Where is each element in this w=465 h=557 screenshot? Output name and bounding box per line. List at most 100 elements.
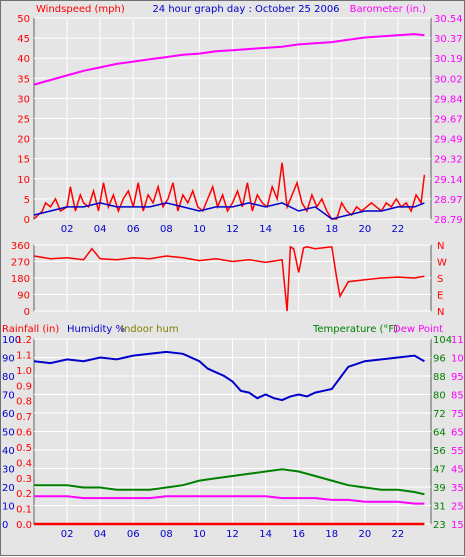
temperature-tick-label: 72 xyxy=(433,409,446,420)
indoor-hum-label: Indoor hum xyxy=(121,324,179,335)
windspeed-tick-label: 45 xyxy=(17,34,30,45)
dewpoint-tick-label: 15 xyxy=(451,520,464,531)
direction-degree-label: 360 xyxy=(11,241,30,252)
x-tick-label-bottom: 18 xyxy=(325,529,338,540)
barometer-tick-label: 29.32 xyxy=(434,155,463,166)
barometer-tick-label: 29.49 xyxy=(434,135,463,146)
x-tick-label-bottom: 06 xyxy=(127,529,140,540)
temperature-tick-label: 56 xyxy=(433,446,446,457)
barometer-tick-label: 30.54 xyxy=(434,14,463,25)
windspeed-tick-label: 50 xyxy=(17,14,30,25)
humidity-tick-label: 60 xyxy=(2,409,15,420)
humidity-tick-label: 70 xyxy=(2,391,15,402)
x-tick-label-bottom: 14 xyxy=(259,529,272,540)
compass-label: N xyxy=(437,241,444,252)
barometer-tick-label: 28.79 xyxy=(434,215,463,226)
humidity-tick-label: 0 xyxy=(2,520,8,531)
rainfall-tick-label: 1.1 xyxy=(16,350,32,361)
temperature-line xyxy=(34,468,425,496)
temperature-tick-label: 80 xyxy=(433,391,446,402)
compass-label: N xyxy=(437,307,444,318)
windspeed-axis-label: Windspeed (mph) xyxy=(36,4,125,15)
rainfall-tick-label: 0.4 xyxy=(16,458,32,469)
x-tick-label-top: 08 xyxy=(160,224,173,235)
direction-degree-label: 90 xyxy=(17,291,30,302)
x-tick-label-top: 18 xyxy=(325,224,338,235)
dewpoint-line xyxy=(34,495,425,505)
windspeed-tick-label: 10 xyxy=(17,175,30,186)
tick-labels: 02 02 04 04 06 06 08 08 10 10 12 12 14 14 16 16 18 18 20 20… xyxy=(2,14,465,540)
x-tick-label-bottom: 12 xyxy=(226,529,239,540)
windspeed-tick-label: 5 xyxy=(24,195,30,206)
dewpoint-axis-label: Dew Point xyxy=(393,324,443,335)
rainfall-tick-label: 0.1 xyxy=(16,505,32,516)
humidity-tick-label: 100 xyxy=(2,335,21,346)
barometer-tick-label: 30.37 xyxy=(434,34,463,45)
humidity-tick-label: 50 xyxy=(2,428,15,439)
temperature-tick-label: 31 xyxy=(433,502,446,513)
barometer-tick-label: 29.14 xyxy=(434,175,463,186)
barometer-tick-label: 29.84 xyxy=(434,94,463,105)
dewpoint-tick-label: 25 xyxy=(451,502,464,513)
compass-label: E xyxy=(437,291,443,302)
humidity-line xyxy=(33,350,425,402)
humidity-axis-label: Humidity % xyxy=(67,324,125,335)
dewpoint-tick-label: 65 xyxy=(451,428,464,439)
temperature-tick-label: 39 xyxy=(433,483,446,494)
x-tick-label-top: 06 xyxy=(127,224,140,235)
rainfall-tick-label: 0.8 xyxy=(16,397,32,408)
temperature-tick-label: 47 xyxy=(433,465,446,476)
rainfall-tick-label: 0.7 xyxy=(16,412,32,423)
rainfall-tick-label: 0.2 xyxy=(16,489,32,500)
humidity-tick-label: 90 xyxy=(2,354,15,365)
temperature-tick-label: 96 xyxy=(433,354,446,365)
rainfall-tick-label: 1.2 xyxy=(16,335,32,346)
dewpoint-tick-label: 35 xyxy=(451,483,464,494)
temperature-tick-label: 104 xyxy=(433,335,452,346)
x-tick-label-bottom: 16 xyxy=(292,529,305,540)
dewpoint-tick-label: 85 xyxy=(451,391,464,402)
humidity-tick-label: 20 xyxy=(2,483,15,494)
dewpoint-tick-label: 95 xyxy=(451,372,464,383)
x-tick-label-top: 12 xyxy=(226,224,239,235)
x-tick-label-top: 10 xyxy=(193,224,206,235)
x-tick-label-bottom: 10 xyxy=(193,529,206,540)
barometer-axis-label: Barometer (in.) xyxy=(350,4,426,15)
barometer-tick-label: 30.02 xyxy=(434,74,463,85)
humidity-tick-label: 30 xyxy=(2,465,15,476)
x-tick-label-top: 04 xyxy=(94,224,107,235)
barometer-tick-label: 28.97 xyxy=(434,195,463,206)
rainfall-tick-label: 0.3 xyxy=(16,474,32,485)
humidity-tick-label: 40 xyxy=(2,446,15,457)
temperature-tick-label: 64 xyxy=(433,428,446,439)
x-tick-label-bottom: 02 xyxy=(61,529,74,540)
windspeed-tick-label: 15 xyxy=(17,155,30,166)
compass-label: W xyxy=(437,258,447,269)
x-tick-label-top: 16 xyxy=(292,224,305,235)
humidity-tick-label: 10 xyxy=(2,502,15,513)
windspeed-tick-label: 30 xyxy=(17,94,30,105)
x-tick-label-top: 02 xyxy=(61,224,74,235)
wind-direction-line xyxy=(33,245,425,312)
rainfall-tick-label: 0.0 xyxy=(16,520,32,531)
rainfall-tick-label: 0.6 xyxy=(16,428,32,439)
barometer-tick-label: 29.67 xyxy=(434,115,463,126)
windspeed-tick-label: 40 xyxy=(17,54,30,65)
x-tick-label-bottom: 22 xyxy=(392,529,405,540)
temperature-axis-label: Temperature (°F) xyxy=(312,324,398,335)
dewpoint-tick-label: 105 xyxy=(451,354,465,365)
windspeed-tick-label: 0 xyxy=(24,215,30,226)
windspeed-tick-label: 35 xyxy=(17,74,30,85)
x-tick-label-top: 22 xyxy=(392,224,405,235)
wind-average-line xyxy=(33,202,425,220)
dewpoint-tick-label: 75 xyxy=(451,409,464,420)
dewpoint-tick-label: 115 xyxy=(451,335,465,346)
direction-degree-label: 0 xyxy=(24,307,30,318)
grid-lines xyxy=(34,17,431,525)
temperature-tick-label: 23 xyxy=(433,520,446,531)
x-tick-label-bottom: 04 xyxy=(94,529,107,540)
chart-title: 24 hour graph day : October 25 2006 xyxy=(152,4,339,15)
rainfall-axis-label: Rainfall (in) xyxy=(2,324,59,335)
